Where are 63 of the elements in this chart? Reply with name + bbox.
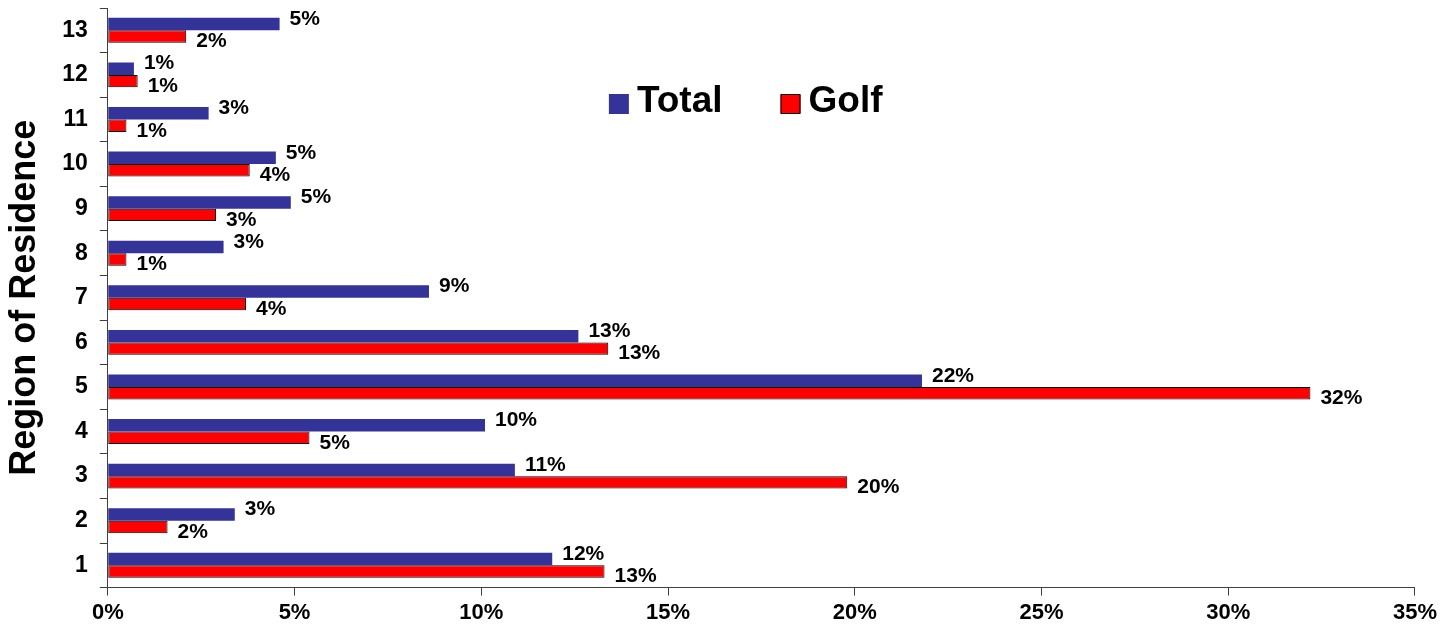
data-label: 5% — [319, 429, 351, 453]
bar — [108, 196, 291, 209]
data-label: 32% — [1320, 385, 1363, 409]
x-tick-label: 25% — [1019, 598, 1064, 624]
y-tick-label: 8 — [74, 238, 88, 265]
data-label: 13% — [614, 563, 657, 587]
data-label: 1% — [136, 117, 168, 141]
data-label: 5% — [300, 184, 332, 208]
y-tick-label: 6 — [74, 327, 88, 354]
y-tick-label: 11 — [63, 104, 88, 131]
legend-label: Golf — [808, 79, 884, 121]
y-tick-label: 7 — [74, 283, 88, 310]
bar — [108, 552, 553, 566]
y-tick-label: 9 — [74, 193, 88, 220]
bar — [108, 17, 280, 31]
data-label: 20% — [857, 474, 900, 498]
data-label: 5% — [285, 139, 317, 163]
x-tick-label: 30% — [1206, 598, 1251, 624]
data-label: 3% — [226, 206, 257, 230]
data-label: 1% — [143, 50, 175, 74]
legend-label: Total — [636, 79, 723, 121]
y-tick-label: 12 — [62, 60, 88, 87]
y-tick-label: 5 — [74, 372, 88, 399]
data-label: 13% — [588, 317, 631, 341]
data-label: 2% — [196, 28, 227, 52]
data-label: 2% — [177, 518, 209, 542]
data-label: 5% — [289, 5, 321, 29]
x-tick-label: 10% — [459, 598, 504, 624]
bar — [108, 463, 515, 477]
x-tick-label: 0% — [91, 598, 124, 624]
data-label: 11% — [524, 451, 567, 475]
x-tick-label: 35% — [1392, 598, 1438, 624]
data-label: 9% — [438, 273, 470, 297]
y-axis-title: Region of Residence — [1, 119, 43, 476]
data-label: 3% — [244, 496, 276, 520]
data-label: 1% — [136, 251, 168, 275]
bar — [108, 329, 579, 343]
bar — [108, 419, 485, 432]
data-label: 10% — [495, 407, 538, 431]
bar — [108, 240, 224, 254]
data-label: 1% — [147, 72, 179, 96]
data-label: 12% — [562, 540, 605, 564]
bar — [108, 508, 235, 521]
x-tick-label: 15% — [645, 598, 691, 624]
y-tick-label: 4 — [74, 416, 88, 443]
bar — [108, 106, 209, 120]
y-tick-label: 2 — [74, 506, 88, 533]
y-tick-label: 10 — [62, 149, 88, 176]
data-label: 3% — [218, 95, 250, 119]
data-label: 4% — [255, 295, 287, 319]
data-label: 22% — [931, 362, 975, 386]
x-tick-label: 20% — [832, 598, 877, 624]
y-tick-label: 13 — [62, 15, 88, 42]
x-tick-label: 5% — [278, 598, 311, 624]
y-tick-label: 1 — [74, 550, 88, 577]
y-tick-label: 3 — [74, 461, 88, 488]
bar — [108, 374, 922, 387]
bar — [108, 62, 134, 75]
data-label: 3% — [233, 228, 265, 252]
data-label: 4% — [259, 162, 291, 186]
bar — [108, 151, 276, 165]
data-label: 13% — [618, 340, 661, 364]
bar — [108, 285, 429, 298]
